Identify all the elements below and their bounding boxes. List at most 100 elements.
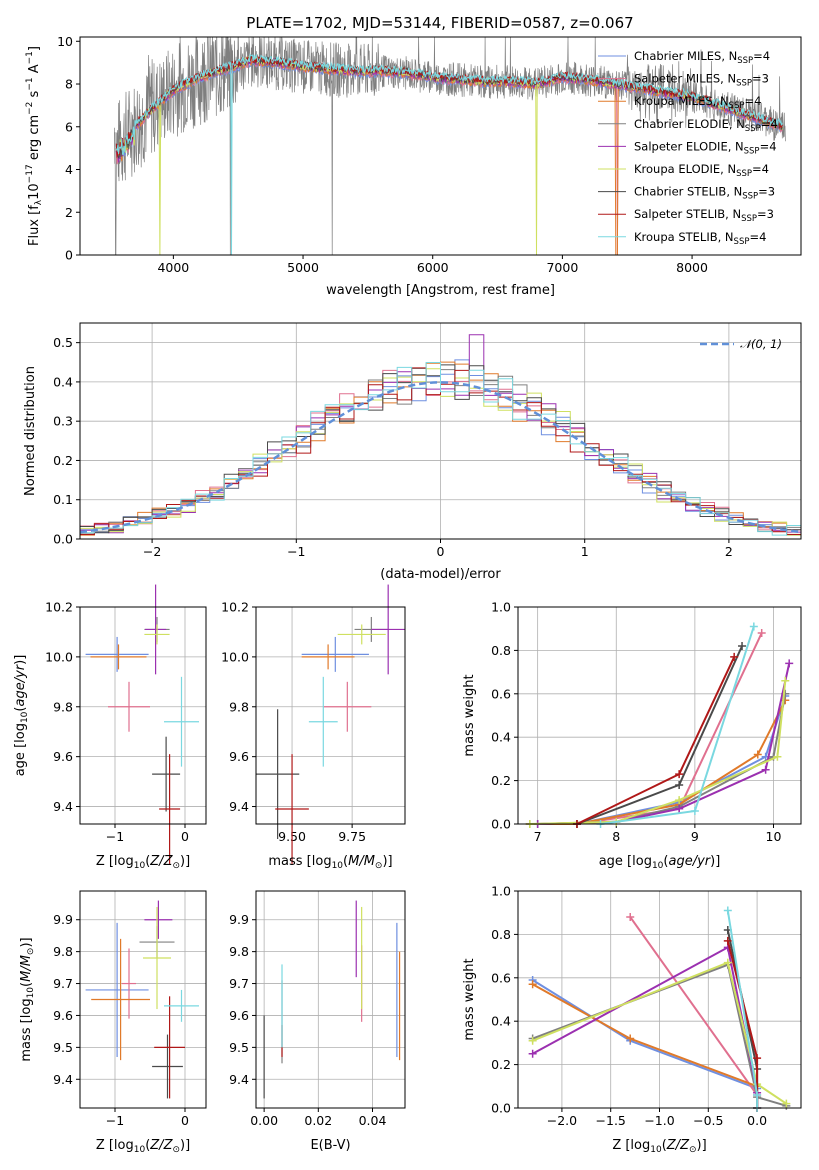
- series-line: [529, 699, 787, 825]
- y-tick-label: 9.7: [53, 976, 73, 991]
- y-tick-label: 8: [65, 77, 73, 92]
- series-marker: [675, 770, 684, 779]
- series-marker: [773, 752, 782, 761]
- y-axis-label: Normed distribution: [23, 366, 38, 496]
- series-line: [537, 663, 791, 825]
- y-tick-label: 9.6: [229, 749, 249, 764]
- x-tick-label: 7000: [546, 260, 578, 275]
- errorbar-point: [144, 624, 170, 645]
- errorbar-point: [256, 709, 300, 839]
- y-tick-label: 0.5: [53, 335, 73, 350]
- series-marker: [528, 980, 537, 989]
- errorbar-point: [85, 636, 149, 672]
- spectrum-lines: [114, 37, 786, 255]
- y-axis-label: Flux [fλ10−17 erg cm−2 s−1 A−1]: [25, 46, 44, 246]
- y-tick-label: 0.6: [491, 686, 511, 701]
- series-line: [532, 961, 787, 1105]
- series-marker: [749, 622, 758, 631]
- errorbar-point: [371, 584, 405, 675]
- errorbar-point: [144, 900, 173, 939]
- series-marker: [723, 906, 732, 915]
- errorbar-point: [90, 644, 147, 670]
- series-line: [529, 695, 787, 825]
- errorbar-point: [323, 681, 372, 732]
- errorbar-point: [152, 736, 181, 812]
- x-tick-label: 10: [766, 829, 782, 844]
- x-axis-label: Z [log10(Z/Z⊙)]: [612, 1138, 706, 1155]
- y-tick-label: 9.4: [53, 1072, 73, 1087]
- mass-weight-series: [533, 659, 794, 828]
- legend-entry: Salpeter ELODIE, NSSP=4: [634, 139, 777, 156]
- errorbar-point: [164, 989, 199, 1022]
- errorbar-point: [85, 922, 149, 1057]
- axes-frame: [517, 606, 802, 825]
- series-marker: [757, 629, 766, 638]
- series-marker: [785, 659, 794, 668]
- y-tick-label: 0.2: [491, 773, 511, 788]
- errorbar-point: [108, 681, 150, 732]
- x-tick-label: 0.0: [747, 1113, 767, 1128]
- series-marker: [626, 1034, 635, 1043]
- mass-weight-series: [572, 652, 739, 828]
- series-marker: [730, 652, 739, 661]
- y-axis-label: mass weight: [462, 674, 477, 756]
- y-tick-label: 9.6: [53, 1008, 73, 1023]
- x-tick-label: 1: [581, 544, 589, 559]
- x-tick-label: 8000: [676, 260, 708, 275]
- series-marker: [675, 780, 684, 789]
- axes-frame: [255, 606, 406, 825]
- x-tick-label: 9: [691, 829, 699, 844]
- mass_vs_Z-axes: −1 0 9.4 9.5 9.6 9.7 9.8 9.9 Z [log10(Z/Z⊙)] mass…: [19, 890, 207, 1155]
- y-tick-label: 0.0: [491, 817, 511, 832]
- y-tick-label: 9.6: [229, 1008, 249, 1023]
- series-marker: [528, 1036, 537, 1045]
- series-marker: [528, 1049, 537, 1058]
- x-axis-label: wavelength [Angstrom, rest frame]: [326, 283, 555, 298]
- y-tick-label: 10.2: [221, 600, 249, 615]
- y-tick-label: 0.0: [53, 532, 73, 547]
- y-tick-label: 2: [65, 205, 73, 220]
- y-tick-label: 9.8: [53, 944, 73, 959]
- histogram-series: [80, 362, 801, 536]
- x-axis-label: Z [log10(Z/Z⊙)]: [96, 854, 190, 871]
- errorbar-point: [301, 644, 355, 670]
- mass_weight_vs_Z-axes: −2.0 −1.5 −1.0 −0.5 0.0 0.0 0.2 0.4 0.6 0.8 1.0 mas…: [462, 884, 802, 1155]
- series-marker: [723, 958, 732, 967]
- y-tick-label: 0.6: [491, 970, 511, 985]
- errorbar-point: [152, 1034, 183, 1099]
- model-spectrum: [115, 55, 783, 159]
- y-tick-label: 0.3: [53, 414, 73, 429]
- histogram-steps: [80, 334, 801, 536]
- observed-spectrum: [114, 37, 786, 255]
- series-marker: [781, 676, 790, 685]
- x-tick-label: 8: [612, 829, 620, 844]
- y-tick-label: 0.8: [491, 643, 511, 658]
- spectrum-legend: Chabrier MILES, NSSP=4 Salpeter MILES, NS…: [598, 49, 778, 247]
- series-marker: [753, 1090, 762, 1099]
- axes-frame: [79, 606, 207, 825]
- errorbar-point: [308, 676, 338, 767]
- series-line: [576, 645, 743, 825]
- x-tick-label: 4000: [157, 260, 189, 275]
- series-marker: [753, 750, 762, 759]
- errorbar-point: [164, 676, 199, 767]
- mass_weight_vs_age-axes: 7 8 9 10 0.0 0.2 0.4 0.6 0.8 1.0 mass weight age [l…: [462, 600, 802, 871]
- y-tick-label: 9.8: [229, 944, 249, 959]
- series-marker: [690, 806, 699, 815]
- y-tick-label: 10.2: [45, 600, 73, 615]
- y-tick-label: 0: [65, 248, 73, 263]
- y-tick-label: 0.2: [53, 453, 73, 468]
- errorbar-point: [145, 584, 167, 675]
- mass-weight-series: [525, 676, 790, 828]
- series-marker: [675, 804, 684, 813]
- x-tick-label: 7: [534, 829, 542, 844]
- x-tick-label: −1.5: [596, 1113, 626, 1128]
- y-tick-label: 9.8: [53, 699, 73, 714]
- series-line: [529, 680, 787, 825]
- x-tick-label: 0.02: [304, 1113, 332, 1128]
- series-marker: [738, 642, 747, 651]
- residual_histogram-axes: −2 −1 0 1 2 0.0 0.1 0.2 0.3 0.4 0.5 (data-model)/er…: [23, 322, 802, 582]
- x-tick-label: 0.00: [250, 1113, 278, 1128]
